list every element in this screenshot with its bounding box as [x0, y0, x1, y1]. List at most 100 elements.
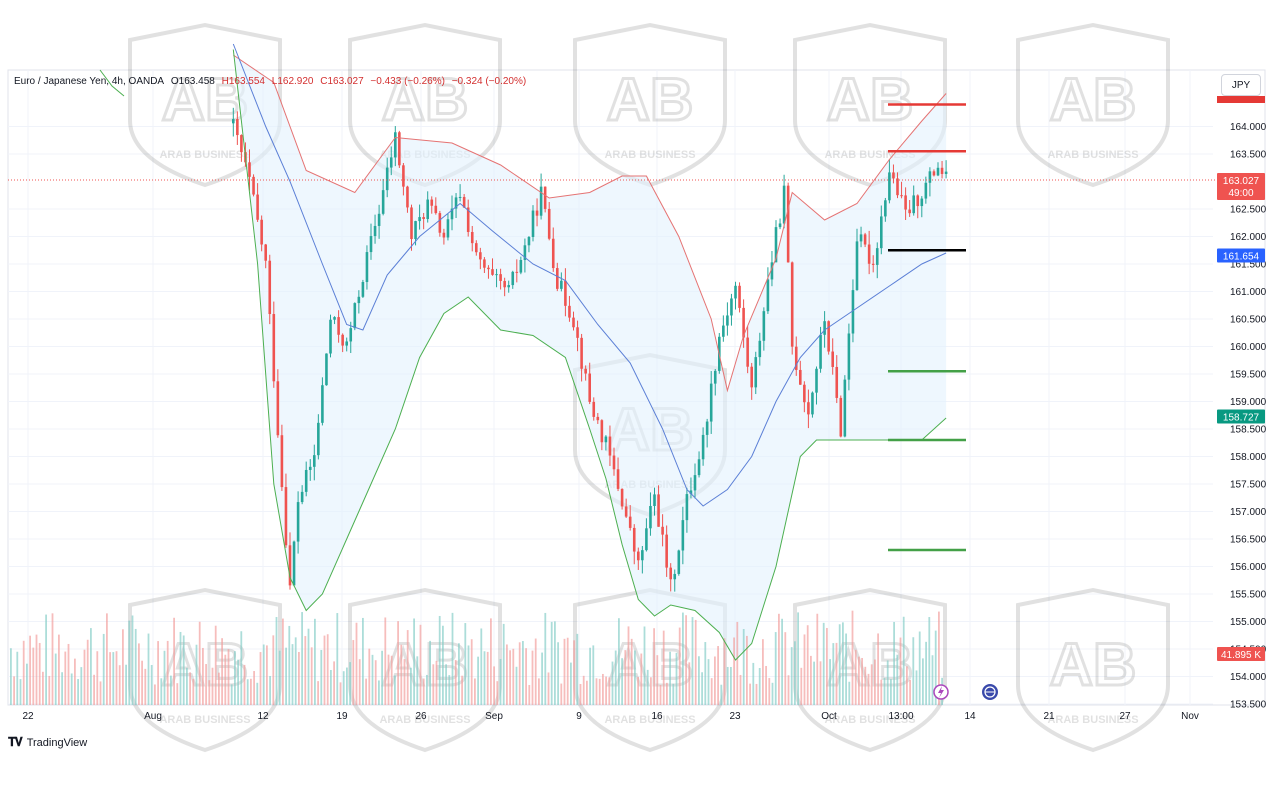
volume-bar — [211, 667, 214, 705]
price-tick-label: 158.500 — [1230, 425, 1267, 436]
candle-body — [884, 200, 887, 217]
time-tick-label: 19 — [336, 711, 348, 722]
volume-bar — [362, 617, 364, 705]
volume-bar — [365, 678, 367, 705]
candle-body — [479, 252, 482, 260]
volume-bar — [163, 650, 166, 705]
volume-bar — [266, 645, 268, 705]
currency-button[interactable]: JPY — [1221, 74, 1261, 96]
watermark-text: ARAB BUSINESS — [824, 714, 915, 726]
candle-body — [596, 416, 600, 421]
candle-body — [434, 205, 438, 214]
volume-bar — [10, 648, 12, 705]
tradingview-logo[interactable]: 𝐓𝐕 TradingView — [8, 735, 87, 750]
volume-bar — [880, 679, 883, 705]
candle-body — [531, 210, 535, 237]
volume-bar — [618, 618, 620, 705]
volume-bar — [637, 676, 639, 705]
volume-bar — [544, 612, 547, 705]
time-tick-label: 9 — [576, 711, 582, 722]
candle-body — [296, 502, 300, 542]
volume-bar — [195, 644, 198, 705]
candle-body — [912, 195, 915, 214]
watermark-shield-icon — [348, 587, 502, 753]
volume-bar — [64, 651, 67, 705]
volume-bar — [189, 672, 191, 705]
volume-bar — [51, 613, 54, 705]
candle-body — [766, 279, 770, 312]
volume-bar — [646, 669, 649, 705]
pre-band-line — [99, 69, 125, 97]
ohlc-low: L162.920 — [271, 76, 314, 87]
volume-bar — [592, 645, 595, 705]
volume-bar — [755, 683, 758, 705]
volume-bar — [435, 660, 438, 705]
volume-bar — [490, 618, 492, 705]
volume-bar — [115, 651, 118, 705]
volume-bar — [742, 629, 745, 705]
volume-bar — [720, 684, 723, 705]
volume-bar — [291, 644, 294, 705]
volume-bar — [771, 682, 774, 705]
volume-bar — [122, 629, 124, 705]
volume-bar — [765, 665, 767, 705]
volume-bar — [307, 628, 310, 705]
candle-body — [924, 182, 928, 199]
last-price-label-bg — [1217, 173, 1265, 201]
candle-body — [632, 527, 636, 552]
time-tick-label: Sep — [485, 711, 503, 722]
candle-body — [446, 219, 450, 238]
volume-bar — [102, 633, 105, 705]
candle-body — [624, 506, 628, 517]
candle-body — [337, 317, 340, 335]
volume-bar — [346, 667, 348, 705]
candle-body — [928, 171, 932, 183]
volume-bar — [419, 624, 422, 705]
symbol-legend[interactable]: Euro / Japanese Yen, 4h, OANDA O163.458 … — [14, 76, 530, 87]
candle-body — [389, 157, 393, 168]
volume-bar — [269, 675, 271, 705]
volume-bar — [864, 666, 867, 705]
volume-bar — [803, 634, 806, 705]
volume-bar — [352, 640, 355, 705]
candle-body — [329, 319, 332, 354]
volume-bar — [643, 626, 646, 705]
volume-bar — [835, 642, 838, 705]
volume-bar — [387, 654, 390, 705]
candle-body — [462, 196, 466, 208]
volume-bar — [730, 666, 732, 705]
watermark-logo: AB ARAB BUSINESS — [1016, 587, 1170, 753]
candle-body — [491, 269, 494, 275]
volume-bar — [240, 631, 243, 705]
volume-bar — [397, 621, 399, 705]
volume-bar — [109, 652, 111, 705]
clipped-price-label — [1217, 96, 1265, 103]
blue-price-label: 161.654 — [1217, 248, 1265, 263]
candle-body — [410, 207, 413, 240]
volume-bar — [627, 626, 630, 705]
volume-bar — [288, 625, 291, 705]
volume-bar — [374, 660, 377, 705]
time-tick-label: Aug — [144, 711, 162, 722]
volume-bar — [182, 635, 185, 705]
candle-body — [754, 357, 758, 388]
volume-bar — [323, 635, 326, 705]
volume-bar — [275, 617, 278, 705]
candles — [232, 107, 948, 592]
volume-bar — [99, 681, 102, 705]
volume-bar — [106, 613, 108, 705]
volume-bar — [717, 646, 719, 705]
candle-body — [786, 185, 790, 263]
candle-body — [794, 346, 798, 370]
volume-bar — [58, 634, 60, 705]
volume-bar — [301, 612, 303, 705]
candle-body — [240, 135, 243, 153]
candle-body — [560, 280, 563, 289]
ohlc-open: O163.458 — [170, 76, 215, 87]
volume-bar — [813, 661, 815, 705]
volume-bar — [192, 678, 195, 705]
ohlc-change: −0.433 (−0.26%) — [370, 76, 445, 87]
volume-bar — [13, 676, 15, 705]
